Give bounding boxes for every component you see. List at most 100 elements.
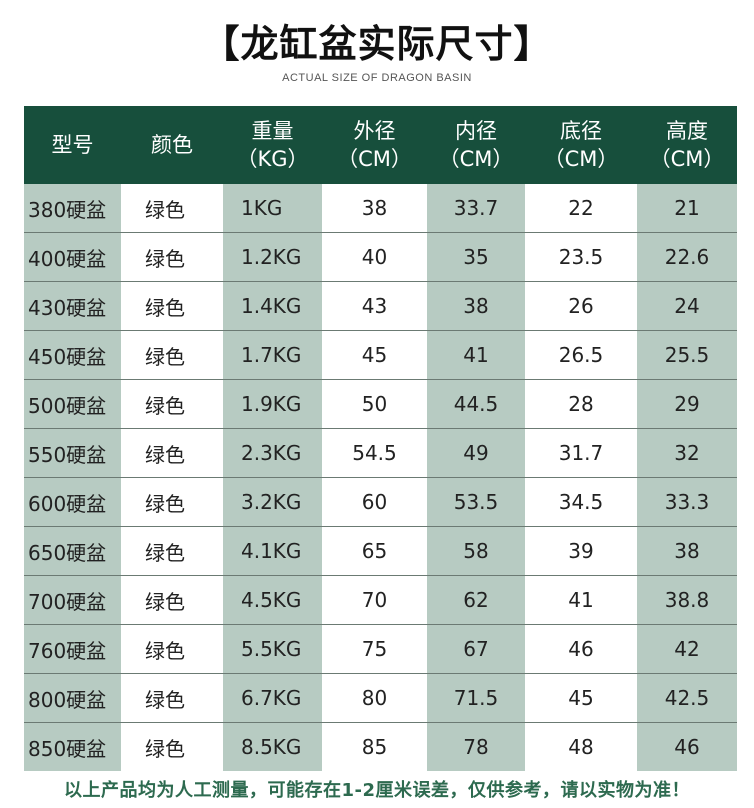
cell-inner-diameter: 49 [427, 428, 525, 478]
cell-outer-diameter: 40 [322, 232, 427, 282]
cell-bottom-diameter: 41 [525, 575, 637, 625]
table-row: 380硬盆 绿色 1KG 38 33.7 22 21 [24, 184, 737, 233]
cell-color: 绿色 [121, 232, 223, 282]
cell-model: 450硬盆 [24, 330, 121, 380]
cell-bottom-diameter: 26.5 [525, 330, 637, 380]
cell-height: 24 [637, 281, 737, 331]
cell-model: 550硬盆 [24, 428, 121, 478]
cell-model: 600硬盆 [24, 477, 121, 527]
cell-outer-diameter: 54.5 [322, 428, 427, 478]
cell-outer-diameter: 60 [322, 477, 427, 527]
cell-color: 绿色 [121, 330, 223, 380]
cell-inner-diameter: 53.5 [427, 477, 525, 527]
table-row: 600硬盆 绿色 3.2KG 60 53.5 34.5 33.3 [24, 477, 737, 527]
cell-inner-diameter: 38 [427, 281, 525, 331]
size-table: 型号 颜色 重量 （KG） 外径 （CM） 内径 （CM） 底径 （CM） 高度 （CM）… [24, 106, 737, 771]
cell-model: 800硬盆 [24, 673, 121, 723]
cell-weight: 1.4KG [223, 281, 322, 331]
cell-bottom-diameter: 26 [525, 281, 637, 331]
cell-weight: 6.7KG [223, 673, 322, 723]
cell-height: 22.6 [637, 232, 737, 282]
table-row: 550硬盆 绿色 2.3KG 54.5 49 31.7 32 [24, 428, 737, 478]
cell-height: 29 [637, 379, 737, 429]
cell-weight: 1.9KG [223, 379, 322, 429]
cell-color: 绿色 [121, 575, 223, 625]
cell-model: 760硬盆 [24, 624, 121, 674]
cell-inner-diameter: 62 [427, 575, 525, 625]
header-weight: 重量 （KG） [223, 106, 322, 184]
cell-outer-diameter: 38 [322, 184, 427, 233]
disclaimer-note: 以上产品均为人工测量，可能存在1-2厘米误差，仅供参考，请以实物为准！ [63, 780, 691, 801]
cell-weight: 3.2KG [223, 477, 322, 527]
header-color: 颜色 [121, 106, 223, 184]
table-row: 760硬盆 绿色 5.5KG 75 67 46 42 [24, 624, 737, 674]
cell-height: 46 [637, 722, 737, 771]
cell-outer-diameter: 45 [322, 330, 427, 380]
cell-bottom-diameter: 46 [525, 624, 637, 674]
cell-height: 42 [637, 624, 737, 674]
cell-inner-diameter: 35 [427, 232, 525, 282]
table-row: 400硬盆 绿色 1.2KG 40 35 23.5 22.6 [24, 232, 737, 282]
cell-weight: 1.7KG [223, 330, 322, 380]
table-row: 850硬盆 绿色 8.5KG 85 78 48 46 [24, 722, 737, 771]
cell-outer-diameter: 85 [361, 735, 388, 759]
cell-color: 绿色 [121, 184, 223, 233]
cell-outer-diameter: 70 [322, 575, 427, 625]
cell-model: 400硬盆 [24, 232, 121, 282]
cell-weight: 5.5KG [223, 624, 322, 674]
cell-model: 700硬盆 [24, 575, 121, 625]
cell-color: 绿色 [121, 526, 223, 576]
header-outer-diameter: 外径 （CM） [322, 106, 427, 184]
cell-inner-diameter: 44.5 [427, 379, 525, 429]
cell-inner-diameter: 41 [427, 330, 525, 380]
cell-height: 32 [637, 428, 737, 478]
header-model: 型号 [24, 106, 121, 184]
cell-outer-diameter: 75 [322, 624, 427, 674]
cell-bottom-diameter: 28 [525, 379, 637, 429]
cell-color: 绿色 [121, 281, 223, 331]
cell-outer-diameter: 65 [322, 526, 427, 576]
cell-weight: 8.5KG [223, 722, 322, 771]
cell-height: 38.8 [637, 575, 737, 625]
cell-color: 绿色 [121, 379, 223, 429]
table-row: 800硬盆 绿色 6.7KG 80 71.5 45 42.5 [24, 673, 737, 723]
cell-weight: 2.3KG [223, 428, 322, 478]
cell-outer-diameter: 50 [322, 379, 427, 429]
cell-height: 42.5 [637, 673, 737, 723]
table-row: 500硬盆 绿色 1.9KG 50 44.5 28 29 [24, 379, 737, 429]
cell-model: 430硬盆 [24, 281, 121, 331]
cell-height: 25.5 [637, 330, 737, 380]
table-row: 430硬盆 绿色 1.4KG 43 38 26 24 [24, 281, 737, 331]
cell-height: 33.3 [637, 477, 737, 527]
cell-inner-diameter: 78 [427, 722, 525, 771]
cell-bottom-diameter: 45 [525, 673, 637, 723]
cell-outer-diameter: 43 [322, 281, 427, 331]
cell-weight: 4.1KG [223, 526, 322, 576]
cell-height: 21 [637, 184, 737, 233]
cell-color: 绿色 [145, 736, 185, 761]
cell-bottom-diameter: 39 [525, 526, 637, 576]
cell-weight: 1KG [223, 184, 322, 233]
cell-color: 绿色 [121, 477, 223, 527]
table-row: 650硬盆 绿色 4.1KG 65 58 39 38 [24, 526, 737, 576]
cell-color: 绿色 [121, 428, 223, 478]
cell-model: 650硬盆 [24, 526, 121, 576]
cell-bottom-diameter: 23.5 [525, 232, 637, 282]
cell-model: 850硬盆 [24, 722, 121, 771]
cell-model: 380硬盆 [24, 184, 121, 233]
table-row: 450硬盆 绿色 1.7KG 45 41 26.5 25.5 [24, 330, 737, 380]
table-row: 700硬盆 绿色 4.5KG 70 62 41 38.8 [24, 575, 737, 625]
cell-inner-diameter: 33.7 [427, 184, 525, 233]
header-bottom-diameter: 底径 （CM） [525, 106, 637, 184]
table-header-row: 型号 颜色 重量 （KG） 外径 （CM） 内径 （CM） 底径 （CM） 高度 （CM） [24, 106, 737, 184]
header-height: 高度 （CM） [637, 106, 737, 184]
cell-bottom-diameter: 34.5 [525, 477, 637, 527]
page-subtitle: ACTUAL SIZE OF DRAGON BASIN [282, 72, 472, 84]
cell-weight: 4.5KG [223, 575, 322, 625]
cell-weight: 1.2KG [223, 232, 322, 282]
cell-inner-diameter: 71.5 [427, 673, 525, 723]
cell-bottom-diameter: 22 [525, 184, 637, 233]
cell-bottom-diameter: 48 [568, 735, 594, 759]
cell-inner-diameter: 67 [427, 624, 525, 674]
header-inner-diameter: 内径 （CM） [427, 106, 525, 184]
